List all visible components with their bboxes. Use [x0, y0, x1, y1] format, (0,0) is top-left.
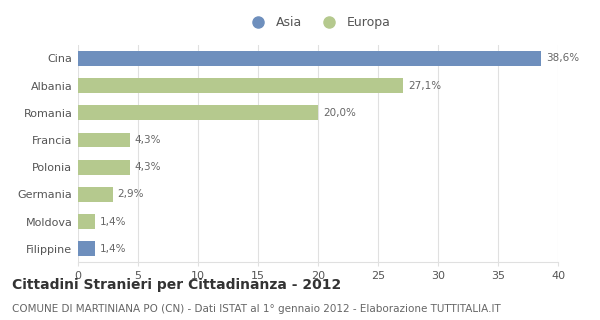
- Legend: Asia, Europa: Asia, Europa: [241, 11, 395, 34]
- Bar: [78, 241, 95, 256]
- Text: 27,1%: 27,1%: [408, 81, 441, 91]
- Bar: [78, 78, 403, 93]
- Text: 2,9%: 2,9%: [118, 189, 144, 199]
- Bar: [78, 105, 318, 120]
- Bar: [78, 160, 130, 175]
- Text: 38,6%: 38,6%: [546, 53, 579, 63]
- Bar: [78, 187, 113, 202]
- Text: 1,4%: 1,4%: [100, 244, 126, 254]
- Text: COMUNE DI MARTINIANA PO (CN) - Dati ISTAT al 1° gennaio 2012 - Elaborazione TUTT: COMUNE DI MARTINIANA PO (CN) - Dati ISTA…: [12, 304, 501, 314]
- Text: Cittadini Stranieri per Cittadinanza - 2012: Cittadini Stranieri per Cittadinanza - 2…: [12, 278, 341, 292]
- Text: 20,0%: 20,0%: [323, 108, 356, 118]
- Text: 4,3%: 4,3%: [134, 135, 161, 145]
- Text: 4,3%: 4,3%: [134, 162, 161, 172]
- Bar: [78, 132, 130, 148]
- Bar: [78, 214, 95, 229]
- Bar: [78, 51, 541, 66]
- Text: 1,4%: 1,4%: [100, 217, 126, 227]
